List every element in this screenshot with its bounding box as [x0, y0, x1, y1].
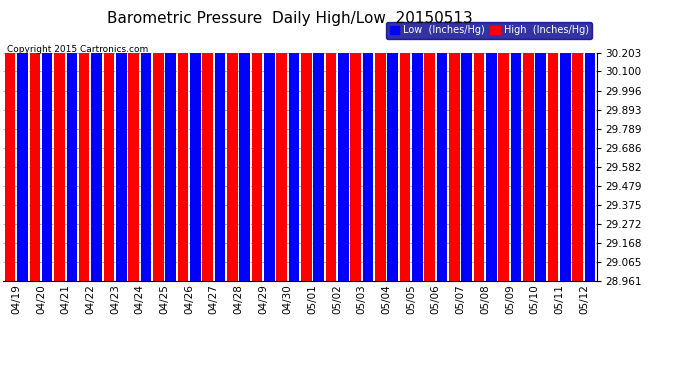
Bar	[227, 0, 237, 281]
Bar	[462, 0, 472, 281]
Bar	[486, 0, 497, 281]
Bar	[288, 0, 299, 281]
Bar	[535, 0, 546, 281]
Bar	[560, 0, 571, 281]
Bar	[424, 0, 435, 281]
Bar	[79, 0, 90, 281]
Bar	[474, 0, 484, 281]
Bar	[252, 0, 262, 281]
Bar	[351, 0, 361, 281]
Text: Copyright 2015 Cartronics.com: Copyright 2015 Cartronics.com	[7, 45, 148, 54]
Bar	[523, 0, 533, 281]
Bar	[178, 0, 188, 281]
Bar	[67, 0, 77, 281]
Bar	[412, 0, 422, 281]
Bar	[375, 0, 386, 281]
Bar	[239, 0, 250, 281]
Bar	[585, 0, 595, 281]
Bar	[215, 0, 225, 281]
Text: Barometric Pressure  Daily High/Low  20150513: Barometric Pressure Daily High/Low 20150…	[107, 11, 473, 26]
Bar	[437, 0, 447, 281]
Bar	[17, 0, 28, 281]
Bar	[30, 0, 40, 281]
Bar	[326, 0, 336, 281]
Bar	[449, 0, 460, 281]
Bar	[202, 0, 213, 281]
Bar	[313, 0, 324, 281]
Bar	[141, 0, 151, 281]
Bar	[128, 0, 139, 281]
Bar	[104, 0, 114, 281]
Bar	[166, 0, 176, 281]
Bar	[498, 0, 509, 281]
Bar	[5, 0, 15, 281]
Bar	[277, 0, 287, 281]
Bar	[573, 0, 583, 281]
Bar	[548, 0, 558, 281]
Bar	[264, 0, 275, 281]
Bar	[190, 0, 201, 281]
Legend: Low  (Inches/Hg), High  (Inches/Hg): Low (Inches/Hg), High (Inches/Hg)	[386, 22, 592, 39]
Bar	[363, 0, 373, 281]
Bar	[55, 0, 65, 281]
Bar	[387, 0, 398, 281]
Bar	[91, 0, 102, 281]
Bar	[153, 0, 164, 281]
Bar	[400, 0, 411, 281]
Bar	[338, 0, 348, 281]
Bar	[42, 0, 52, 281]
Bar	[301, 0, 312, 281]
Bar	[116, 0, 126, 281]
Bar	[511, 0, 521, 281]
